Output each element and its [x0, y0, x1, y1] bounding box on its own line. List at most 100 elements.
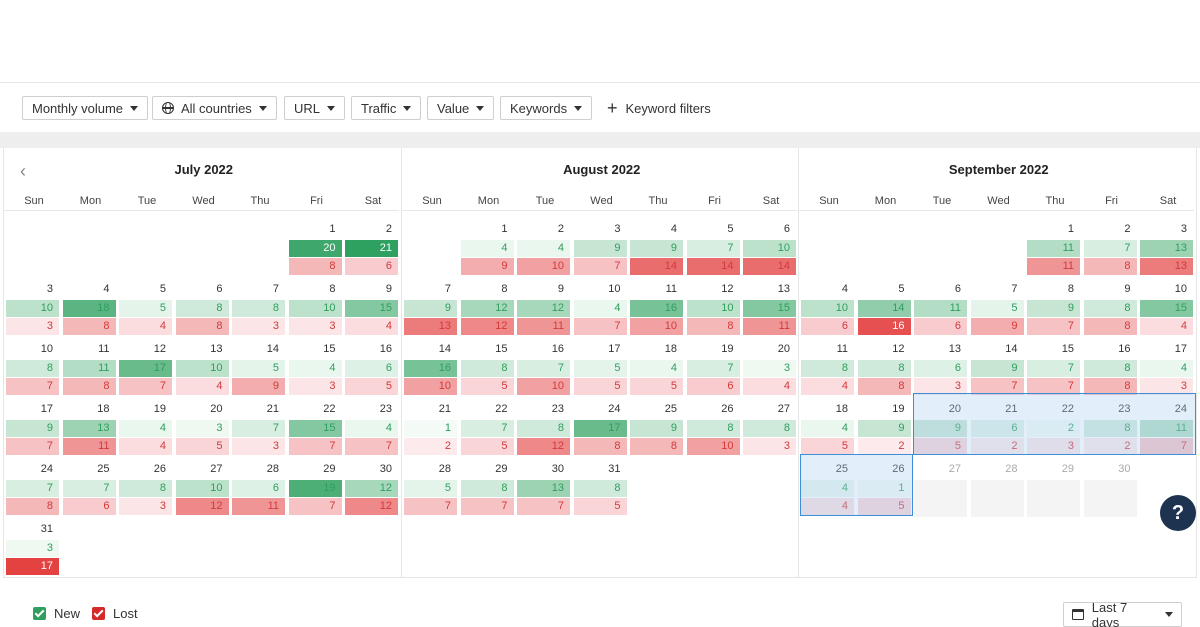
- calendar-day[interactable]: 14 16 10: [404, 343, 457, 397]
- calendar-day[interactable]: 16 7 10: [517, 343, 570, 397]
- calendar-day[interactable]: 25 9 8: [630, 403, 683, 457]
- calendar-day[interactable]: 30 13 7: [517, 463, 570, 517]
- calendar-day[interactable]: 27 8 3: [743, 403, 796, 457]
- calendar-day[interactable]: 14 9 7: [970, 343, 1024, 397]
- lost-checkbox[interactable]: [92, 607, 105, 620]
- calendar-day[interactable]: 29 8 7: [460, 463, 514, 517]
- calendar-day[interactable]: 10 4 7: [573, 283, 627, 337]
- calendar-day[interactable]: 12 8 8: [857, 343, 911, 397]
- calendar-day[interactable]: 20 3 5: [175, 403, 229, 457]
- calendar-day[interactable]: 13 10 4: [175, 343, 229, 397]
- calendar-day[interactable]: 24 11 7: [1140, 403, 1193, 457]
- calendar-day[interactable]: 4 18 8: [62, 283, 116, 337]
- calendar-day[interactable]: 30 12 12: [345, 463, 398, 517]
- calendar-day[interactable]: 13 15 11: [743, 283, 796, 337]
- calendar-day[interactable]: 10 15 4: [1140, 283, 1193, 337]
- calendar-day[interactable]: 26 8 10: [686, 403, 740, 457]
- calendar-day[interactable]: 7 9 13: [404, 283, 457, 337]
- value-dropdown[interactable]: Value: [427, 96, 495, 120]
- calendar-day[interactable]: 18 4 5: [801, 403, 854, 457]
- calendar-day[interactable]: 26 1 5: [857, 463, 911, 517]
- calendar-day[interactable]: 22 15 7: [288, 403, 342, 457]
- calendar-day[interactable]: 21 6 2: [970, 403, 1024, 457]
- calendar-day[interactable]: 31 8 5: [573, 463, 627, 517]
- calendar-day[interactable]: 28 5 7: [404, 463, 457, 517]
- url-dropdown[interactable]: URL: [284, 96, 346, 120]
- monthly-volume-dropdown[interactable]: Monthly volume: [22, 96, 149, 120]
- legend-new[interactable]: New: [33, 606, 80, 621]
- keyword-filters-button[interactable]: + Keyword filters: [607, 96, 711, 120]
- calendar-day[interactable]: 13 6 3: [914, 343, 967, 397]
- calendar-day[interactable]: 15 8 5: [460, 343, 514, 397]
- calendar-day[interactable]: 18 4 5: [630, 343, 683, 397]
- calendar-day[interactable]: 3 13 13: [1140, 223, 1193, 277]
- calendar-day[interactable]: 29 19 7: [288, 463, 342, 517]
- legend-lost[interactable]: Lost: [92, 606, 138, 621]
- calendar-day[interactable]: 26 8 3: [119, 463, 172, 517]
- calendar-day[interactable]: 27 10 12: [175, 463, 229, 517]
- calendar-day[interactable]: 15 7 7: [1027, 343, 1080, 397]
- calendar-day[interactable]: 14 5 9: [232, 343, 285, 397]
- calendar-day[interactable]: 1 20 8: [288, 223, 342, 277]
- calendar-day[interactable]: 28 6 11: [232, 463, 285, 517]
- calendar-day[interactable]: 15 4 3: [288, 343, 342, 397]
- calendar-day[interactable]: 19 7 6: [686, 343, 740, 397]
- calendar-day[interactable]: 24 7 8: [6, 463, 59, 517]
- calendar-day[interactable]: 11 11 8: [62, 343, 116, 397]
- calendar-day[interactable]: 21 1 2: [404, 403, 457, 457]
- help-button[interactable]: ?: [1160, 495, 1196, 531]
- calendar-day[interactable]: 18 13 11: [62, 403, 116, 457]
- calendar-day[interactable]: 5 7 14: [686, 223, 740, 277]
- countries-dropdown[interactable]: All countries: [152, 96, 277, 120]
- new-checkbox[interactable]: [33, 607, 46, 620]
- calendar-day[interactable]: 23 8 2: [1083, 403, 1137, 457]
- calendar-day[interactable]: 17 5 5: [573, 343, 627, 397]
- calendar-day[interactable]: 10 8 7: [6, 343, 59, 397]
- calendar-day[interactable]: 16 6 5: [345, 343, 398, 397]
- calendar-day[interactable]: 31 3 17: [6, 523, 59, 577]
- calendar-day[interactable]: 22 2 3: [1027, 403, 1080, 457]
- calendar-day[interactable]: 25 4 4: [801, 463, 854, 517]
- calendar-day[interactable]: 25 7 6: [62, 463, 116, 517]
- calendar-day[interactable]: 8 12 12: [460, 283, 514, 337]
- calendar-day[interactable]: 16 8 8: [1083, 343, 1137, 397]
- calendar-day[interactable]: 6 10 14: [743, 223, 796, 277]
- calendar-day[interactable]: 11 8 4: [801, 343, 854, 397]
- calendar-day[interactable]: 8 10 3: [288, 283, 342, 337]
- calendar-day[interactable]: 9 15 4: [345, 283, 398, 337]
- period-dropdown[interactable]: Last 7 days: [1063, 600, 1182, 627]
- calendar-day[interactable]: 2 4 10: [517, 223, 570, 277]
- calendar-day[interactable]: 22 7 5: [460, 403, 514, 457]
- calendar-day[interactable]: 19 4 4: [119, 403, 172, 457]
- calendar-day[interactable]: 12 10 8: [686, 283, 740, 337]
- traffic-dropdown[interactable]: Traffic: [351, 96, 422, 120]
- calendar-day[interactable]: 6 11 6: [914, 283, 967, 337]
- calendar-day[interactable]: 23 8 12: [517, 403, 570, 457]
- calendar-day[interactable]: 24 17 8: [573, 403, 627, 457]
- calendar-day[interactable]: 23 4 7: [345, 403, 398, 457]
- calendar-day[interactable]: 3 10 3: [6, 283, 59, 337]
- calendar-day[interactable]: 4 10 6: [801, 283, 854, 337]
- calendar-day[interactable]: 9 12 11: [517, 283, 570, 337]
- calendar-day[interactable]: 19 9 2: [857, 403, 911, 457]
- calendar-day[interactable]: 17 9 7: [6, 403, 59, 457]
- calendar-day[interactable]: 5 14 16: [857, 283, 911, 337]
- calendar-day[interactable]: 21 7 3: [232, 403, 285, 457]
- calendar-day[interactable]: 20 3 4: [743, 343, 796, 397]
- calendar-day[interactable]: 2 21 6: [345, 223, 398, 277]
- calendar-day[interactable]: 11 16 10: [630, 283, 683, 337]
- keywords-dropdown[interactable]: Keywords: [500, 96, 593, 120]
- calendar-day[interactable]: 17 4 3: [1140, 343, 1193, 397]
- calendar-day[interactable]: 20 9 5: [914, 403, 967, 457]
- calendar-day[interactable]: 1 11 11: [1027, 223, 1080, 277]
- chevron-left-icon[interactable]: ‹: [20, 161, 26, 181]
